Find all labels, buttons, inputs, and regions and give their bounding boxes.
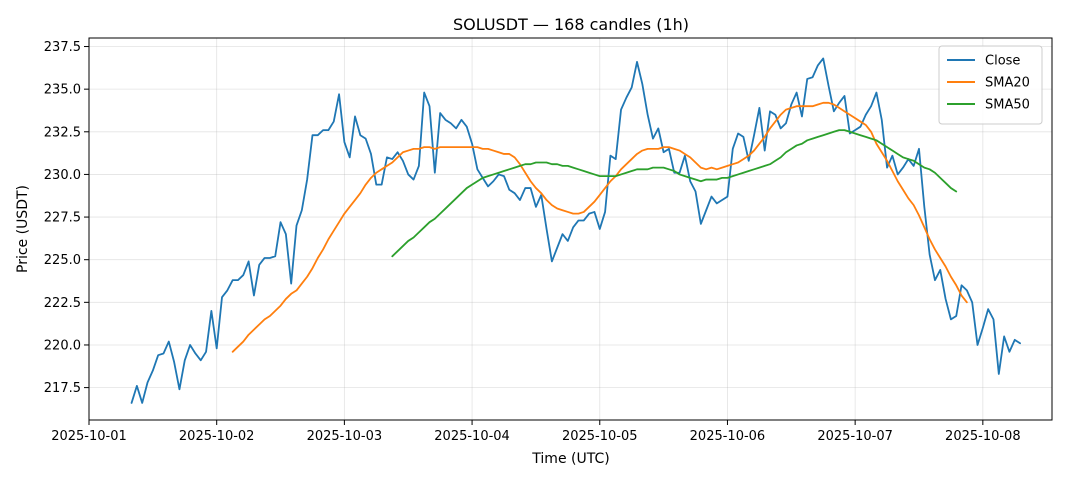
series-layer (130, 57, 1021, 404)
series-line-sma20 (231, 101, 968, 353)
legend-label-sma50: SMA50 (985, 98, 1030, 113)
series-line-sma50 (391, 129, 958, 258)
series-line-close (130, 57, 1021, 404)
x-tick-label: 2025-10-04 (434, 429, 510, 444)
legend-label-sma20: SMA20 (985, 76, 1030, 91)
legend: Close SMA20 SMA50 (938, 45, 1043, 125)
x-tick-label: 2025-10-03 (307, 429, 383, 444)
x-tick-label: 2025-10-05 (562, 429, 638, 444)
grid (88, 38, 1052, 420)
y-tick-label: 225.0 (44, 253, 81, 268)
y-tick-label: 222.5 (44, 296, 81, 311)
x-tick-label: 2025-10-08 (945, 429, 1021, 444)
x-tick-label: 2025-10-01 (51, 429, 127, 444)
x-tick-label: 2025-10-07 (817, 429, 893, 444)
plot-area (89, 38, 1052, 420)
plot-frame (88, 37, 1053, 421)
y-tick-label: 237.5 (44, 40, 81, 55)
x-tick-label: 2025-10-02 (179, 429, 255, 444)
y-axis: 217.5 220.0 222.5 225.0 227.5 230.0 232.5 235.0… (44, 40, 89, 396)
chart-title: SOLUSDT — 168 candles (1h) (453, 15, 689, 34)
y-tick-label: 217.5 (44, 381, 81, 396)
y-tick-label: 230.0 (44, 168, 81, 183)
y-tick-label: 227.5 (44, 211, 81, 226)
y-tick-label: 220.0 (44, 338, 81, 353)
legend-label-close: Close (985, 54, 1020, 69)
y-axis-label: Price (USDT) (15, 185, 31, 273)
y-tick-label: 232.5 (44, 125, 81, 140)
y-tick-label: 235.0 (44, 83, 81, 98)
x-axis: 2025-10-01 2025-10-02 2025-10-03 2025-10-04… (51, 420, 1021, 444)
x-axis-label: Time (UTC) (531, 451, 609, 467)
x-tick-label: 2025-10-06 (690, 429, 766, 444)
